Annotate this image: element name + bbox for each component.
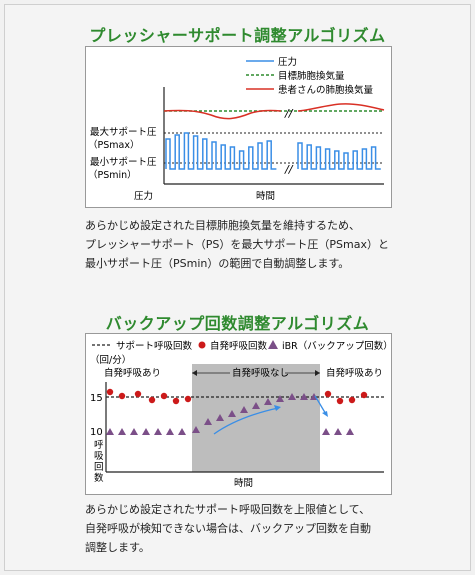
psmax-label-abbr: （PSmax）: [88, 139, 139, 151]
spontaneous-rate-dot: [348, 396, 356, 404]
ibr-triangle: [228, 410, 236, 417]
caption-line: あらかじめ設定されたサポート呼吸回数を上限値として、: [85, 503, 371, 516]
tick-15: 15: [90, 393, 103, 404]
spontaneous-rate-dot: [360, 391, 368, 399]
ibr-triangle: [142, 428, 150, 435]
region-right-label: 自発呼吸あり: [326, 367, 383, 379]
ibr-triangle: [154, 428, 162, 435]
caption-line: 自発呼吸が検知できない場合は、バックアップ回数を自動: [85, 522, 371, 535]
spontaneous-rate-dot: [184, 395, 192, 403]
legend-ibr-label: iBR（バックアップ回数）: [282, 340, 391, 352]
tick-10: 10: [90, 427, 103, 438]
pressure-support-caption: あらかじめ設定された目標肺胞換気量を維持するため、 プレッシャーサポート（PS）…: [85, 216, 405, 273]
region-arrowhead-right: [315, 370, 320, 376]
data-points: [106, 388, 368, 435]
legend-spontaneous-label: 自発呼吸回数: [210, 340, 268, 352]
ibr-triangle: [346, 428, 354, 435]
legend: サポート呼吸回数 自発呼吸回数 iBR（バックアップ回数）: [92, 340, 393, 352]
caption-line: あらかじめ設定された目標肺胞換気量を維持するため、: [85, 219, 360, 232]
ibr-triangle: [106, 428, 114, 435]
y-axis-label-3: 回: [94, 462, 104, 473]
ibr-triangle: [300, 393, 308, 400]
ibr-triangle: [334, 428, 342, 435]
spontaneous-rate-dot: [172, 397, 180, 405]
y-axis-label-2: 吸: [94, 451, 104, 462]
region-mid-label: 自発呼吸なし: [232, 367, 289, 379]
spontaneous-rate-dot: [134, 390, 142, 398]
transition-arrowhead: [322, 411, 328, 417]
psmax-label: 最大サポート圧: [90, 126, 157, 138]
x-axis-label: 時間: [234, 478, 253, 489]
region-left-label: 自発呼吸あり: [104, 367, 161, 379]
break-mark-top: //: [284, 107, 294, 120]
y-axis-label: 圧力: [134, 190, 153, 202]
psmin-label: 最小サポート圧: [90, 157, 157, 168]
spontaneous-rate-dot: [148, 396, 156, 404]
ibr-trend-arrow: [213, 407, 279, 435]
caption-line: 最小サポート圧（PSmin）の範囲で自動調整します。: [85, 257, 350, 270]
patient-ventilation-curve: [163, 103, 385, 120]
ibr-triangle: [322, 428, 330, 435]
legend: 圧力 目標肺胞換気量 患者さんの肺胞換気量: [246, 56, 374, 96]
y-axis-label-4: 数: [94, 472, 104, 484]
break-mark-bottom: //: [284, 163, 294, 176]
legend-spontaneous-dot: [198, 341, 206, 349]
ibr-triangle: [252, 402, 260, 409]
region-arrowhead-left: [192, 370, 197, 376]
spontaneous-rate-dot: [324, 390, 332, 398]
backup-rate-title: バックアップ回数調整アルゴリズム: [105, 314, 370, 333]
legend-patient-label: 患者さんの肺胞換気量: [278, 84, 374, 96]
ibr-triangle: [192, 426, 200, 433]
ibr-triangle: [178, 428, 186, 435]
backup-rate-svg: サポート呼吸回数 自発呼吸回数 iBR（バックアップ回数） （回/分） 自発呼吸…: [90, 340, 393, 489]
backup-rate-caption: あらかじめ設定されたサポート呼吸回数を上限値として、 自発呼吸が検知できない場合…: [85, 500, 405, 557]
backup-rate-chart: サポート呼吸回数 自発呼吸回数 iBR（バックアップ回数） （回/分） 自発呼吸…: [85, 333, 393, 495]
legend-support-rate-label: サポート呼吸回数: [116, 340, 193, 352]
pressure-support-title: プレッシャーサポート調整アルゴリズム: [89, 26, 386, 45]
psmin-label-abbr: （PSmin）: [88, 169, 137, 181]
spontaneous-rate-dot: [336, 397, 344, 405]
spontaneous-rate-dot: [106, 388, 114, 396]
x-axis-label: 時間: [256, 191, 275, 202]
legend-pressure-label: 圧力: [278, 56, 297, 68]
unit-label: （回/分）: [90, 354, 131, 366]
ibr-triangle: [216, 414, 224, 421]
ibr-triangle: [118, 428, 126, 435]
legend-target-label: 目標肺胞換気量: [278, 70, 345, 82]
spontaneous-rate-dot: [160, 392, 168, 400]
ibr-trend-arrowhead: [274, 405, 281, 411]
ibr-triangle: [166, 428, 174, 435]
legend-ibr-triangle: [268, 340, 278, 349]
ibr-triangle: [288, 393, 296, 400]
ibr-triangle: [264, 398, 272, 405]
y-axis-label-1: 呼: [94, 440, 104, 451]
pressure-support-chart: 圧力 目標肺胞換気量 患者さんの肺胞換気量 // // 最大サポート圧 （PSm…: [85, 46, 392, 208]
no-spontaneous-region: [192, 364, 320, 472]
ibr-triangle: [130, 428, 138, 435]
spontaneous-rate-dot: [118, 392, 126, 400]
caption-line: 調整します。: [85, 541, 150, 554]
pressure-support-svg: 圧力 目標肺胞換気量 患者さんの肺胞換気量 // // 最大サポート圧 （PSm…: [88, 56, 385, 202]
pressure-waveform: [165, 132, 381, 170]
caption-line: プレッシャーサポート（PS）を最大サポート圧（PSmax）と: [85, 238, 389, 251]
ibr-triangle: [240, 406, 248, 413]
ibr-triangle: [204, 418, 212, 425]
ibr-triangle: [276, 395, 284, 402]
